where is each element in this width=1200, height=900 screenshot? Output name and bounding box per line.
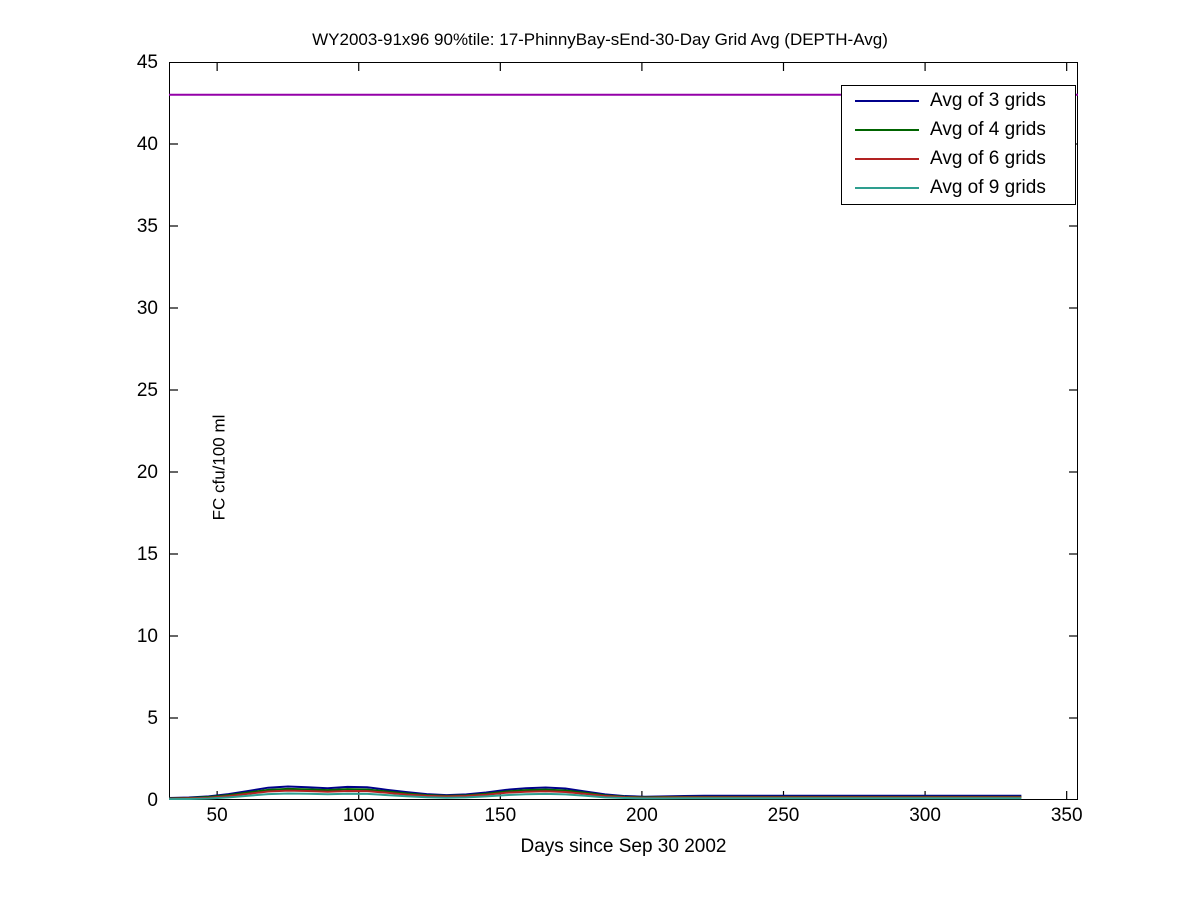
y-tick-45: 45 xyxy=(136,52,158,73)
legend-line-swatch xyxy=(855,128,919,131)
x-tick-300: 300 xyxy=(909,805,941,826)
y-tick-0: 0 xyxy=(147,790,158,811)
x-axis-label: Days since Sep 30 2002 xyxy=(520,836,727,857)
chart-title: WY2003-91x96 90%tile: 17-PhinnyBay-sEnd-… xyxy=(312,30,888,49)
x-tick-100: 100 xyxy=(342,805,375,826)
x-tick-200: 200 xyxy=(626,805,658,826)
x-tick-350: 350 xyxy=(1050,805,1083,826)
data-series-group xyxy=(169,785,1022,800)
y-tick-15: 15 xyxy=(136,544,158,565)
x-tick-150: 150 xyxy=(484,805,517,826)
y-tick-40: 40 xyxy=(136,134,158,155)
y-tick-5: 5 xyxy=(147,708,158,729)
legend-item-label: Avg of 6 grids xyxy=(930,148,1046,169)
legend-item-4[interactable]: Avg of 9 grids xyxy=(842,173,1075,202)
y-tick-35: 35 xyxy=(136,216,158,237)
y-tick-10: 10 xyxy=(136,626,158,647)
x-tick-250: 250 xyxy=(767,805,800,826)
legend-item-label: Avg of 3 grids xyxy=(930,90,1046,111)
legend-item-1[interactable]: Avg of 3 grids xyxy=(842,86,1075,115)
legend-line-swatch xyxy=(855,186,919,189)
y-tick-25: 25 xyxy=(136,380,158,401)
legend-item-label: Avg of 9 grids xyxy=(930,177,1046,198)
legend-line-swatch xyxy=(855,157,919,160)
y-tick-30: 30 xyxy=(136,298,158,319)
legend-item-label: Avg of 4 grids xyxy=(930,119,1046,140)
series-line-4 xyxy=(169,792,1022,800)
y-axis-tick-labels: 0 5 10 15 20 25 30 35 40 45 xyxy=(110,53,158,810)
x-axis-tick-labels: 50 100 150 200 250 300 350 xyxy=(169,805,1083,832)
series-line-1 xyxy=(169,785,1022,800)
chart-legend[interactable]: Avg of 3 grids Avg of 4 grids Avg of 6 gri… xyxy=(841,85,1076,205)
legend-line-swatch xyxy=(855,99,919,102)
legend-item-3[interactable]: Avg of 6 grids xyxy=(842,144,1075,173)
y-tick-20: 20 xyxy=(136,462,158,483)
legend-item-2[interactable]: Avg of 4 grids xyxy=(842,115,1075,144)
y-axis-label: FC cfu/100 ml xyxy=(209,414,229,521)
x-tick-50: 50 xyxy=(206,805,228,826)
